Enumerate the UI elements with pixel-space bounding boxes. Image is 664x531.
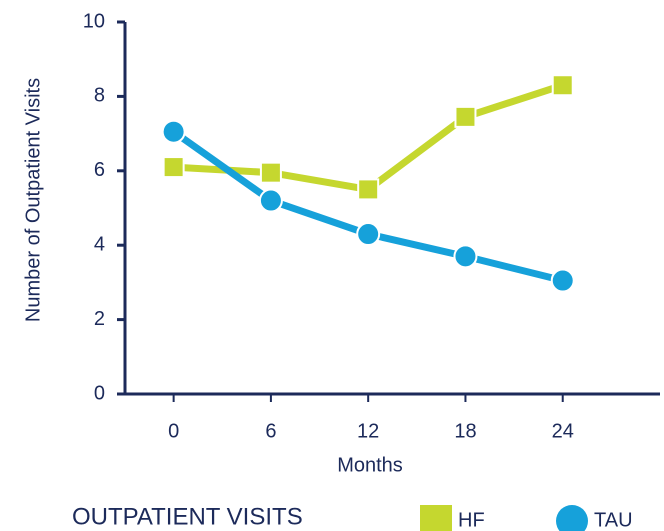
x-tick-label: 12 [357,420,379,442]
legend-label: HF [458,509,485,531]
x-tick-label: 6 [265,420,276,442]
point [162,156,185,179]
point [550,268,575,293]
y-tick-label: 0 [94,382,105,404]
point [357,178,380,201]
point [551,74,574,97]
y-tick-label: 8 [94,85,105,107]
legend-title: OUTPATIENT VISITS [72,503,303,530]
point [259,161,282,184]
x-axis-label: Months [337,454,403,476]
point [454,105,477,128]
y-tick-label: 6 [94,159,105,181]
legend-swatch [420,505,452,531]
y-tick-label: 2 [94,308,105,330]
x-tick-label: 18 [454,420,476,442]
legend-swatch [556,505,588,531]
x-tick-label: 24 [552,420,574,442]
legend-label: TAU [594,509,633,531]
y-axis-label: Number of Outpatient Visits [22,78,44,322]
point [258,188,283,213]
point [453,244,478,269]
y-tick-label: 10 [83,10,105,32]
point [161,119,186,144]
x-tick-label: 0 [168,420,179,442]
y-tick-label: 4 [94,233,105,255]
series-line [171,128,564,284]
point [356,222,381,247]
